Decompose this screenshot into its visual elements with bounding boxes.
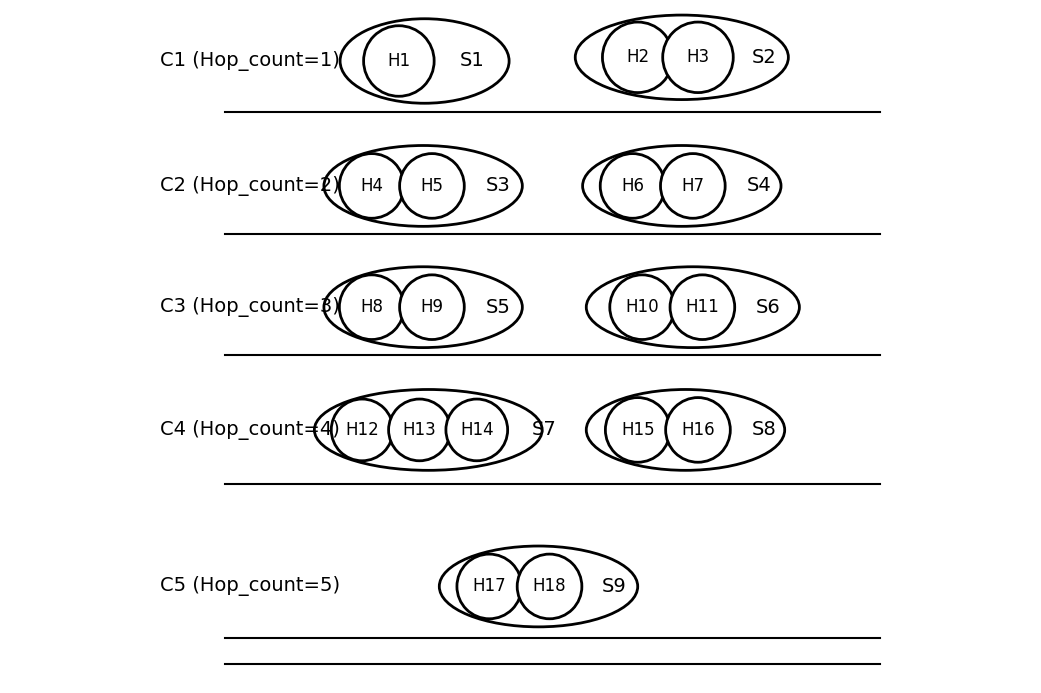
Text: S2: S2 bbox=[752, 48, 777, 67]
Text: H12: H12 bbox=[346, 421, 379, 439]
Circle shape bbox=[610, 275, 675, 340]
Circle shape bbox=[363, 26, 434, 96]
Text: H17: H17 bbox=[473, 577, 506, 595]
Circle shape bbox=[400, 154, 464, 218]
Text: S7: S7 bbox=[532, 421, 557, 439]
Text: H11: H11 bbox=[686, 298, 719, 316]
Text: C5 (Hop_count=5): C5 (Hop_count=5) bbox=[160, 577, 340, 597]
Text: S5: S5 bbox=[486, 298, 510, 317]
Text: S9: S9 bbox=[602, 577, 627, 596]
Text: H3: H3 bbox=[686, 49, 710, 67]
Text: S6: S6 bbox=[756, 298, 781, 317]
Text: H2: H2 bbox=[626, 49, 650, 67]
Text: H4: H4 bbox=[360, 177, 383, 195]
Text: H7: H7 bbox=[681, 177, 705, 195]
Circle shape bbox=[660, 154, 726, 218]
Text: H15: H15 bbox=[620, 421, 655, 439]
Text: H14: H14 bbox=[460, 421, 493, 439]
Text: H10: H10 bbox=[626, 298, 659, 316]
Circle shape bbox=[670, 275, 735, 340]
Text: C3 (Hop_count=3): C3 (Hop_count=3) bbox=[160, 297, 340, 317]
Text: S4: S4 bbox=[746, 177, 771, 195]
Circle shape bbox=[517, 554, 582, 619]
Circle shape bbox=[457, 554, 522, 619]
Text: C2 (Hop_count=2): C2 (Hop_count=2) bbox=[160, 176, 340, 196]
Circle shape bbox=[339, 275, 404, 340]
Text: H6: H6 bbox=[621, 177, 644, 195]
Circle shape bbox=[446, 399, 508, 461]
Circle shape bbox=[665, 398, 731, 462]
Text: S1: S1 bbox=[460, 51, 485, 71]
Text: H18: H18 bbox=[533, 577, 566, 595]
Text: H9: H9 bbox=[421, 298, 443, 316]
Text: H16: H16 bbox=[681, 421, 715, 439]
Text: H5: H5 bbox=[421, 177, 443, 195]
Text: C4 (Hop_count=4): C4 (Hop_count=4) bbox=[160, 420, 340, 440]
Circle shape bbox=[388, 399, 451, 461]
Text: S3: S3 bbox=[486, 177, 510, 195]
Circle shape bbox=[331, 399, 393, 461]
Circle shape bbox=[603, 22, 672, 93]
Text: H8: H8 bbox=[360, 298, 383, 316]
Text: C1 (Hop_count=1): C1 (Hop_count=1) bbox=[160, 51, 340, 71]
Circle shape bbox=[606, 398, 670, 462]
Text: H13: H13 bbox=[403, 421, 436, 439]
Circle shape bbox=[400, 275, 464, 340]
Text: H1: H1 bbox=[387, 52, 410, 70]
Text: S8: S8 bbox=[752, 421, 777, 439]
Circle shape bbox=[663, 22, 733, 93]
Circle shape bbox=[601, 154, 665, 218]
Circle shape bbox=[339, 154, 404, 218]
